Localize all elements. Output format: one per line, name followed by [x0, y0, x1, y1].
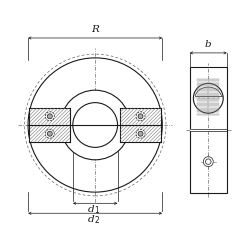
Circle shape — [45, 112, 54, 121]
Text: 1: 1 — [94, 206, 99, 215]
Text: 2: 2 — [94, 216, 99, 225]
Circle shape — [45, 129, 54, 138]
Text: R: R — [91, 24, 99, 34]
Circle shape — [73, 102, 118, 147]
Circle shape — [28, 58, 162, 192]
Circle shape — [138, 131, 143, 136]
Circle shape — [203, 157, 213, 167]
Bar — [190, 66, 227, 193]
Circle shape — [47, 114, 52, 119]
Bar — [190, 66, 227, 193]
Text: d: d — [87, 214, 94, 224]
Circle shape — [206, 159, 211, 164]
Circle shape — [136, 112, 145, 121]
Text: b: b — [205, 40, 212, 49]
Bar — [29, 108, 70, 142]
Bar — [120, 108, 161, 142]
Text: d: d — [87, 204, 94, 214]
Circle shape — [60, 90, 130, 160]
Bar — [190, 129, 227, 131]
Circle shape — [136, 129, 145, 138]
Circle shape — [193, 83, 223, 113]
Circle shape — [47, 131, 52, 136]
Circle shape — [138, 114, 143, 119]
